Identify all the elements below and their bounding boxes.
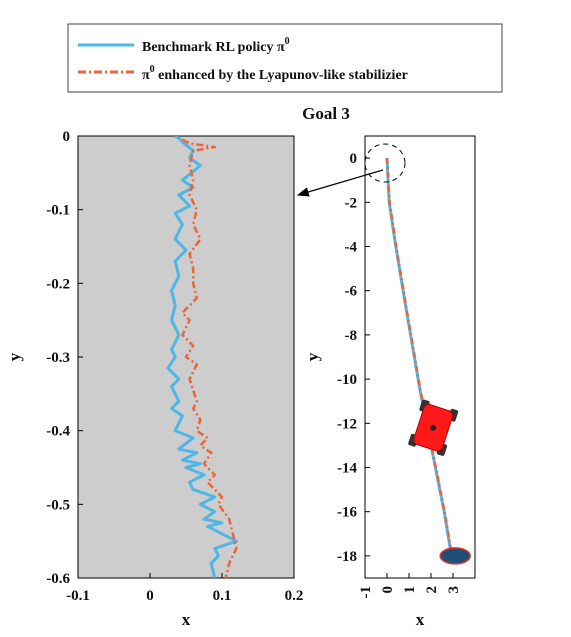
zoomed-axes: -0.1 0 0.1 0.2 0 -0.1 -0.2 -0.3 -0.4 -0.5 -0.6 — [46, 129, 303, 604]
full-plot-area — [364, 135, 476, 579]
legend: Benchmark RL policy π0 π0 enhanced by th… — [67, 23, 503, 93]
full-panel: -1 0 1 2 30-2-4-6-8-10-12-14-16-18 x y — [303, 135, 476, 629]
full-xlabel: x — [416, 610, 425, 629]
zoomed-ytick-label: -0.1 — [46, 203, 70, 219]
full-ytick-label: -10 — [337, 372, 357, 388]
legend-enhanced-label: π0 enhanced by the Lyapunov-like stabili… — [142, 64, 408, 83]
full-ytick-label: -4 — [345, 240, 358, 256]
zoomed-series — [166, 136, 238, 578]
full-xtick-label: 2 — [424, 586, 440, 594]
zoomed-xtick-label: 0.2 — [285, 588, 304, 604]
full-enhanced-line — [385, 158, 455, 557]
full-ytick-label: -2 — [345, 195, 358, 211]
robot-icon — [408, 399, 459, 456]
zoomed-xtick-label: -0.1 — [66, 588, 90, 604]
zoomed-ytick-label: -0.4 — [46, 424, 70, 440]
full-ytick-label: -16 — [337, 505, 357, 521]
goal-marker — [439, 547, 471, 565]
legend-box — [67, 23, 503, 93]
zoomed-ytick-label: -0.5 — [46, 497, 70, 513]
legend-benchmark-label: Benchmark RL policy π0 — [142, 36, 290, 55]
zoomed-xtick-label: 0.1 — [213, 588, 232, 604]
full-xtick-label: 0 — [380, 586, 396, 594]
zoomed-enhanced-line — [181, 138, 238, 578]
zoom-region-circle — [364, 143, 406, 183]
full-ytick-label: -18 — [337, 549, 357, 565]
zoomed-panel: -0.1 0 0.1 0.2 0 -0.1 -0.2 -0.3 -0.4 -0.5 -0.6 x y — [5, 129, 303, 629]
chart-title: Goal 3 — [302, 104, 350, 123]
zoom-arrow — [296, 169, 384, 197]
zoomed-ytick-label: -0.6 — [46, 571, 70, 587]
zoomed-xlabel: x — [182, 610, 191, 629]
full-ytick-label: 0 — [350, 151, 358, 167]
zoomed-ytick-label: -0.3 — [46, 350, 70, 366]
full-xtick-label: -1 — [358, 586, 374, 599]
full-series — [385, 158, 471, 565]
full-ytick-label: -6 — [345, 284, 358, 300]
full-xtick-label: 1 — [402, 586, 418, 594]
zoomed-ytick-label: -0.2 — [46, 276, 70, 292]
full-ytick-label: -8 — [345, 328, 358, 344]
zoomed-xtick-label: 0 — [146, 588, 154, 604]
full-axes: -1 0 1 2 30-2-4-6-8-10-12-14-16-18 — [337, 151, 462, 598]
full-ylabel: y — [303, 352, 322, 361]
full-xtick-label: 3 — [446, 586, 462, 594]
zoomed-ytick-label: 0 — [63, 129, 71, 145]
full-ytick-label: -14 — [337, 461, 357, 477]
full-ytick-label: -12 — [337, 416, 357, 432]
zoomed-ylabel: y — [5, 352, 24, 361]
